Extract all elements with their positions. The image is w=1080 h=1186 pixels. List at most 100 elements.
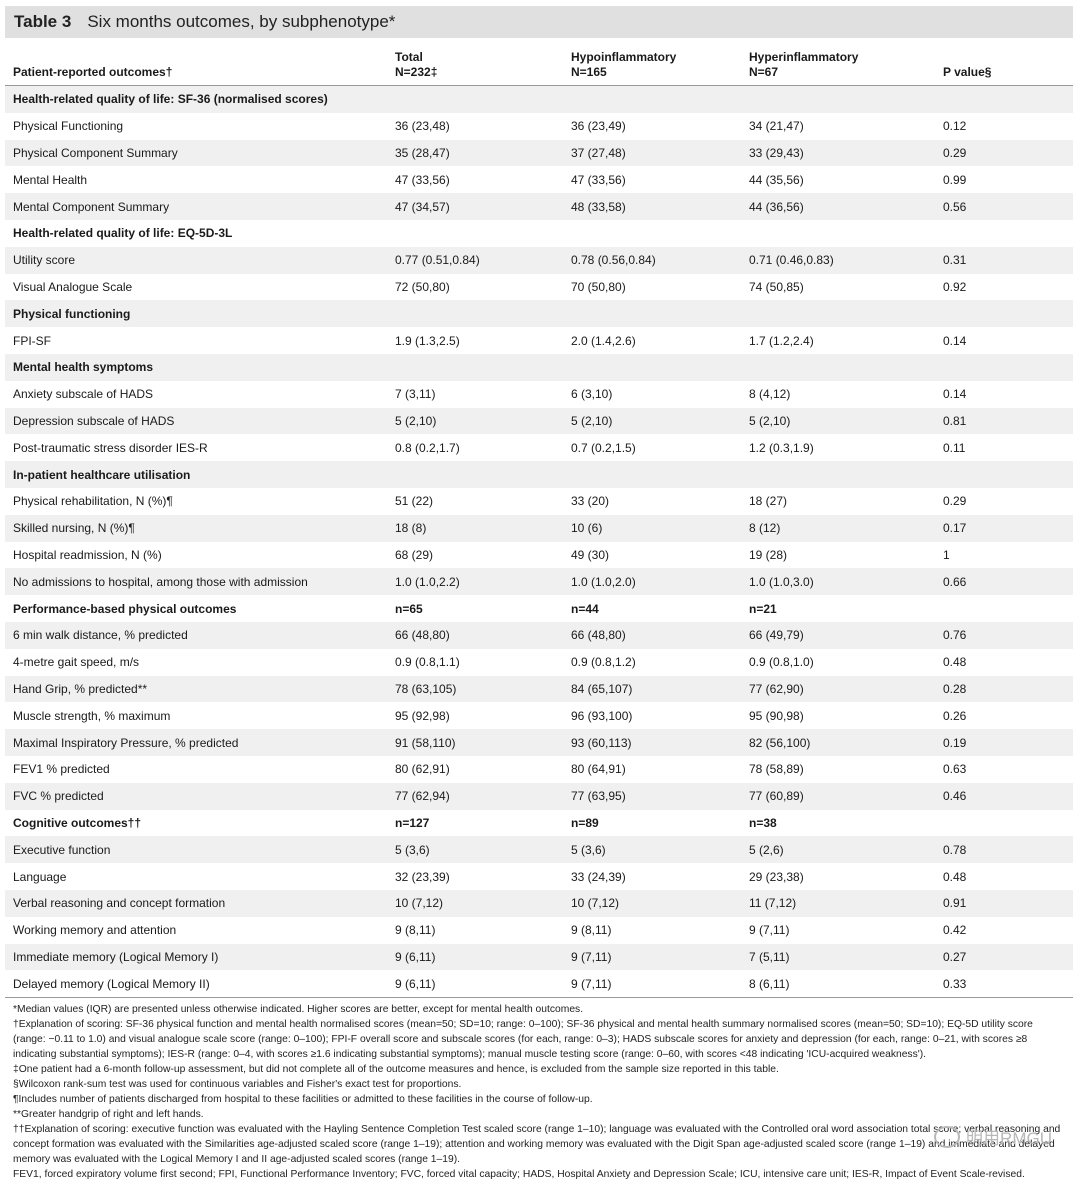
header-hyper-n: N=67: [749, 65, 779, 79]
row-label: Mental health symptoms: [13, 360, 154, 375]
table-row: Utility score 0.77 (0.51,0.84) 0.78 (0.56,…: [5, 246, 1073, 274]
cell-total: 0.8 (0.2,1.7): [395, 440, 460, 455]
table-row: Immediate memory (Logical Memory I) 9 (6,…: [5, 943, 1073, 971]
row-label: 4-metre gait speed, m/s: [13, 655, 140, 670]
table-row: Maximal Inspiratory Pressure, % predicte…: [5, 729, 1073, 756]
cell-total: 78 (63,105): [395, 681, 457, 696]
row-label: Utility score: [13, 253, 76, 268]
row-label: Visual Analogue Scale: [13, 279, 133, 294]
cell-total: 0.77 (0.51,0.84): [395, 253, 480, 268]
table-title-bar: Table 3 Six months outcomes, by subpheno…: [5, 6, 1073, 38]
row-label: Hand Grip, % predicted**: [13, 681, 148, 696]
cell-hypo: 77 (63,95): [571, 789, 626, 804]
cell-hyper: 44 (35,56): [749, 172, 804, 187]
footnote: ‡One patient had a 6-month follow-up ass…: [13, 1064, 779, 1076]
cell-hypo: 9 (7,11): [571, 949, 612, 964]
cell-total: 1.9 (1.3,2.5): [395, 333, 460, 348]
row-label: Delayed memory (Logical Memory II): [13, 976, 210, 991]
cell-hypo: 66 (48,80): [571, 628, 626, 643]
cell-pvalue: 0.12: [943, 119, 967, 134]
header-hypo-n: N=165: [571, 65, 607, 79]
cell-hyper: 34 (21,47): [749, 119, 804, 134]
row-label: Depression subscale of HADS: [13, 413, 175, 428]
cell-total: 5 (3,6): [395, 842, 430, 857]
header-hyper-label: Hyperinflammatory: [749, 50, 859, 64]
table-row: FPI-SF 1.9 (1.3,2.5) 2.0 (1.4,2.6) 1.7 (1.2…: [5, 327, 1073, 354]
row-label: No admissions to hospital, among those w…: [13, 574, 308, 589]
cell-pvalue: 0.17: [943, 521, 967, 536]
cell-pvalue: 0.48: [943, 869, 967, 884]
row-label: In-patient healthcare utilisation: [13, 467, 191, 482]
table-row: Mental Component Summary 47 (34,57) 48 (33…: [5, 193, 1073, 220]
cell-hyper: 77 (60,89): [749, 789, 804, 804]
table-row: FVC % predicted 77 (62,94) 77 (63,95) 77 (6…: [5, 782, 1073, 810]
footnote: FEV1, forced expiratory volume first sec…: [13, 1169, 1025, 1181]
header-outcome: Patient-reported outcomes†: [13, 65, 173, 79]
cell-total: 91 (58,110): [395, 735, 456, 750]
cell-hypo: 49 (30): [571, 547, 610, 562]
cell-hypo: 36 (23,49): [571, 119, 626, 134]
watermark-text: 明用RMGU: [966, 1129, 1052, 1148]
cell-total: 9 (6,11): [395, 976, 436, 991]
cell-hypo: 0.78 (0.56,0.84): [571, 253, 656, 268]
cell-hypo: 6 (3,10): [571, 387, 613, 402]
cell-pvalue: 0.81: [943, 413, 967, 428]
cell-hyper: 33 (29,43): [749, 145, 804, 160]
cell-hypo: n=89: [571, 815, 599, 830]
cell-pvalue: 0.99: [943, 172, 967, 187]
section-row: Mental health symptoms: [5, 353, 1073, 381]
cell-hypo: 10 (6): [571, 521, 603, 536]
row-label: Health-related quality of life: EQ-5D-3L: [13, 226, 233, 241]
cell-total: 72 (50,80): [395, 279, 450, 294]
row-label: FEV1 % predicted: [13, 762, 110, 777]
row-label: Immediate memory (Logical Memory I): [13, 949, 219, 964]
table-row: Skilled nursing, N (%)¶ 18 (8) 10 (6) 8 (12…: [5, 514, 1073, 542]
cell-total: 18 (8): [395, 521, 427, 536]
cell-hyper: n=38: [749, 815, 777, 830]
footnote: **Greater handgrip of right and left han…: [13, 1109, 204, 1121]
row-label: Performance-based physical outcomes: [13, 601, 237, 616]
header-total-label: Total: [395, 50, 423, 64]
table-row: Visual Analogue Scale 72 (50,80) 70 (50,80…: [5, 274, 1073, 301]
cell-hypo: 80 (64,91): [571, 762, 626, 777]
cell-hypo: 48 (33,58): [571, 199, 626, 214]
cell-total: 35 (28,47): [395, 145, 450, 160]
cell-total: 1.0 (1.0,2.2): [395, 574, 460, 589]
cell-pvalue: 0.42: [943, 923, 967, 938]
cell-total: 47 (34,57): [395, 199, 450, 214]
cell-total: 7 (3,11): [395, 387, 436, 402]
section-row: Health-related quality of life: EQ-5D-3L: [5, 220, 1073, 247]
cell-pvalue: 0.26: [943, 708, 967, 723]
cell-hyper: 44 (36,56): [749, 199, 804, 214]
cell-pvalue: 0.33: [943, 976, 967, 991]
footnote: ¶Includes number of patients discharged …: [13, 1094, 593, 1106]
cell-hyper: 9 (7,11): [749, 923, 790, 938]
table-row: 6 min walk distance, % predicted 66 (48,8…: [5, 621, 1073, 649]
row-label: FPI-SF: [13, 333, 51, 348]
cell-hyper: 8 (4,12): [749, 387, 791, 402]
cell-hypo: 47 (33,56): [571, 172, 626, 187]
cell-hypo: 96 (93,100): [571, 708, 633, 723]
row-label: FVC % predicted: [13, 789, 104, 804]
header-total-n: N=232‡: [395, 65, 438, 79]
row-label: Mental Health: [13, 172, 88, 187]
cell-pvalue: 0.48: [943, 655, 967, 670]
cell-total: 47 (33,56): [395, 172, 450, 187]
cell-total: 36 (23,48): [395, 119, 450, 134]
cell-pvalue: 0.56: [943, 199, 967, 214]
table-row: Physical rehabilitation, N (%)¶ 51 (22) 33…: [5, 488, 1073, 515]
cell-total: 68 (29): [395, 547, 434, 562]
header-hyper: Hyperinflammatory N=67: [741, 50, 938, 80]
header-hypo-label: Hypoinflammatory: [571, 50, 677, 64]
table-title: Six months outcomes, by subphenotype*: [87, 12, 396, 31]
cell-total: 5 (2,10): [395, 413, 437, 428]
table-row: Muscle strength, % maximum 95 (92,98) 96 (…: [5, 702, 1073, 729]
cell-pvalue: 0.19: [943, 735, 967, 750]
cell-hypo: 9 (7,11): [571, 976, 612, 991]
cell-pvalue: 0.31: [943, 253, 967, 268]
footnote: §Wilcoxon rank-sum test was used for con…: [13, 1079, 462, 1091]
cell-hyper: 66 (49,79): [749, 628, 804, 643]
cell-hyper: 1.7 (1.2,2.4): [749, 333, 814, 348]
cell-hypo: 5 (3,6): [571, 842, 606, 857]
cell-hyper: 78 (58,89): [749, 762, 804, 777]
